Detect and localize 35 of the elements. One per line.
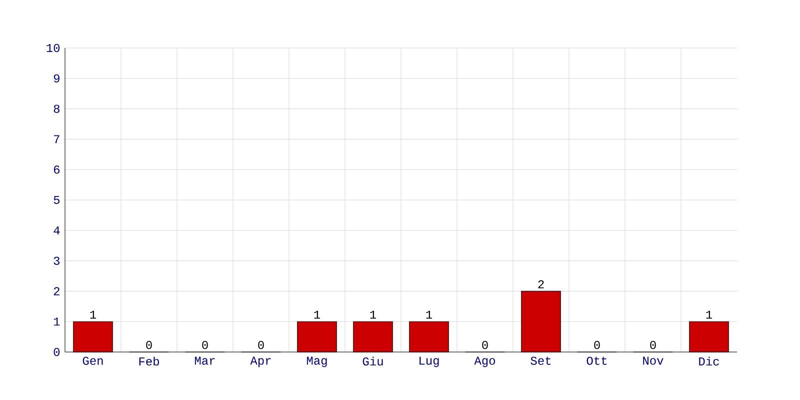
x-tick-label: Ott <box>586 356 607 365</box>
data-label: 1 <box>706 310 712 319</box>
data-label: 0 <box>258 340 264 350</box>
data-label: 0 <box>482 340 488 350</box>
y-tick-label: 10 <box>46 44 60 52</box>
y-tick-label: 8 <box>54 104 60 113</box>
x-tick-label: Mar <box>194 356 215 365</box>
x-tick-label: Feb <box>139 356 159 366</box>
x-tick-label: Apr <box>250 356 271 368</box>
x-tick-label: Lug <box>420 356 439 368</box>
data-label: 1 <box>426 310 432 319</box>
x-tick-label: Set <box>530 356 551 365</box>
data-label: 1 <box>90 310 96 319</box>
x-tick-label: Gen <box>82 356 103 365</box>
y-tick-label: 9 <box>54 74 60 82</box>
x-tick-label: Nov <box>643 356 664 365</box>
data-label: 0 <box>202 340 208 350</box>
data-label: 1 <box>314 310 320 319</box>
y-tick-label: 7 <box>54 135 60 144</box>
x-tick-label: Mag <box>306 356 327 368</box>
y-tick-label: 6 <box>54 166 60 174</box>
y-tick-label: 2 <box>54 287 60 296</box>
y-tick-label: 3 <box>54 256 60 265</box>
y-tick-label: 1 <box>54 318 60 326</box>
y-tick-label: 4 <box>54 226 60 234</box>
x-tick-label: Dic <box>699 356 719 366</box>
y-tick-label: 5 <box>54 196 60 204</box>
data-label: 2 <box>538 280 544 288</box>
y-tick-label: 0 <box>54 348 60 356</box>
data-label: 1 <box>370 310 376 319</box>
x-tick-label: Giu <box>362 356 383 366</box>
x-tick-label: Ago <box>474 356 496 368</box>
data-label: 0 <box>650 340 656 350</box>
data-label: 0 <box>146 340 152 350</box>
data-label: 0 <box>594 340 600 350</box>
